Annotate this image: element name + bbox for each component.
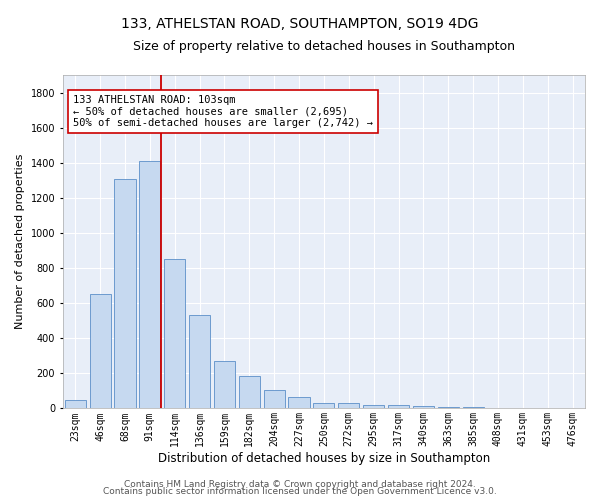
Bar [115, 180, 136, 408]
Y-axis label: Number of detached properties: Number of detached properties [15, 154, 25, 330]
Bar [214, 361, 235, 408]
Bar [65, 400, 86, 408]
Bar [263, 390, 285, 408]
Title: Size of property relative to detached houses in Southampton: Size of property relative to detached ho… [133, 40, 515, 53]
Bar [289, 397, 310, 408]
Bar [388, 406, 409, 408]
Bar [239, 376, 260, 408]
Text: Contains HM Land Registry data © Crown copyright and database right 2024.: Contains HM Land Registry data © Crown c… [124, 480, 476, 489]
Bar [463, 407, 484, 408]
Text: 133 ATHELSTAN ROAD: 103sqm
← 50% of detached houses are smaller (2,695)
50% of s: 133 ATHELSTAN ROAD: 103sqm ← 50% of deta… [73, 95, 373, 128]
Bar [437, 406, 459, 408]
Bar [363, 405, 384, 408]
Bar [413, 406, 434, 408]
Bar [189, 316, 210, 408]
X-axis label: Distribution of detached houses by size in Southampton: Distribution of detached houses by size … [158, 452, 490, 465]
Text: Contains public sector information licensed under the Open Government Licence v3: Contains public sector information licen… [103, 487, 497, 496]
Text: 133, ATHELSTAN ROAD, SOUTHAMPTON, SO19 4DG: 133, ATHELSTAN ROAD, SOUTHAMPTON, SO19 4… [121, 18, 479, 32]
Bar [313, 403, 334, 408]
Bar [164, 260, 185, 408]
Bar [89, 294, 110, 408]
Bar [338, 403, 359, 408]
Bar [139, 161, 160, 408]
